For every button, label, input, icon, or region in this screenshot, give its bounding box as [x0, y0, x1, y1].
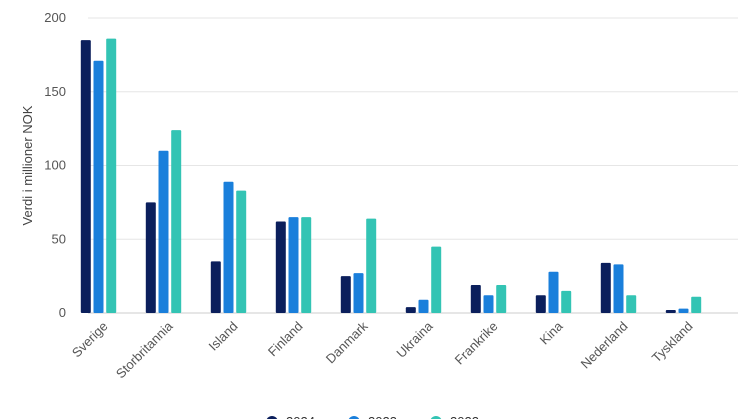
- bar: [93, 60, 104, 314]
- bar: [678, 308, 689, 313]
- legend-label: 2023: [368, 414, 397, 419]
- x-tick-label: Kina: [537, 318, 567, 348]
- bar: [418, 299, 429, 313]
- legend-swatch: [348, 416, 360, 419]
- bar: [483, 295, 494, 313]
- bar: [223, 181, 234, 313]
- x-tick-label: Danmark: [323, 318, 371, 366]
- x-tick-label: Tyskland: [649, 319, 696, 366]
- bar: [431, 246, 442, 313]
- legend: 2024 2023 2022: [266, 414, 479, 419]
- y-axis-ticks: 0 50 100 150 200: [44, 10, 66, 320]
- bar: [158, 150, 169, 313]
- bar: [210, 261, 221, 313]
- bar: [691, 296, 702, 313]
- bar: [626, 295, 637, 313]
- bar: [353, 273, 364, 313]
- bars: [80, 38, 702, 314]
- x-tick-label: Finland: [265, 319, 306, 360]
- y-tick-label: 50: [52, 231, 66, 246]
- y-tick-label: 150: [44, 84, 66, 99]
- x-tick-label: Ukraina: [393, 318, 436, 361]
- y-axis-label: Verdi i millioner NOK: [20, 105, 35, 225]
- x-tick-label: Frankrike: [452, 319, 501, 368]
- x-tick-label: Sverige: [69, 319, 111, 361]
- bar: [366, 218, 377, 313]
- bar: [236, 190, 247, 313]
- bar: [548, 271, 559, 313]
- y-tick-label: 100: [44, 158, 66, 173]
- x-axis-ticks: Sverige Storbritannia Island Finland Danmark…: [69, 318, 696, 381]
- bar: [535, 295, 546, 313]
- bar: [405, 307, 416, 313]
- legend-label: 2022: [450, 414, 479, 419]
- bar: [561, 290, 572, 313]
- x-tick-label: Island: [205, 319, 240, 354]
- bar: [145, 202, 156, 313]
- bar: [496, 284, 507, 313]
- bar: [288, 217, 299, 313]
- bar: [275, 221, 286, 313]
- bar: [301, 217, 312, 313]
- legend-label: 2024: [286, 414, 315, 419]
- legend-swatch: [266, 416, 278, 419]
- x-tick-label: Storbritannia: [113, 318, 176, 381]
- bar: [106, 38, 117, 314]
- bar: [80, 40, 91, 313]
- legend-swatch: [430, 416, 442, 419]
- bar: [613, 264, 624, 313]
- bar: [340, 276, 351, 313]
- bar: [665, 310, 676, 313]
- bar: [171, 130, 182, 313]
- y-tick-label: 0: [59, 305, 66, 320]
- gridlines: [88, 17, 738, 314]
- bar: [470, 284, 481, 313]
- bar: [600, 262, 611, 313]
- x-tick-label: Nederland: [578, 319, 631, 372]
- y-tick-label: 200: [44, 10, 66, 25]
